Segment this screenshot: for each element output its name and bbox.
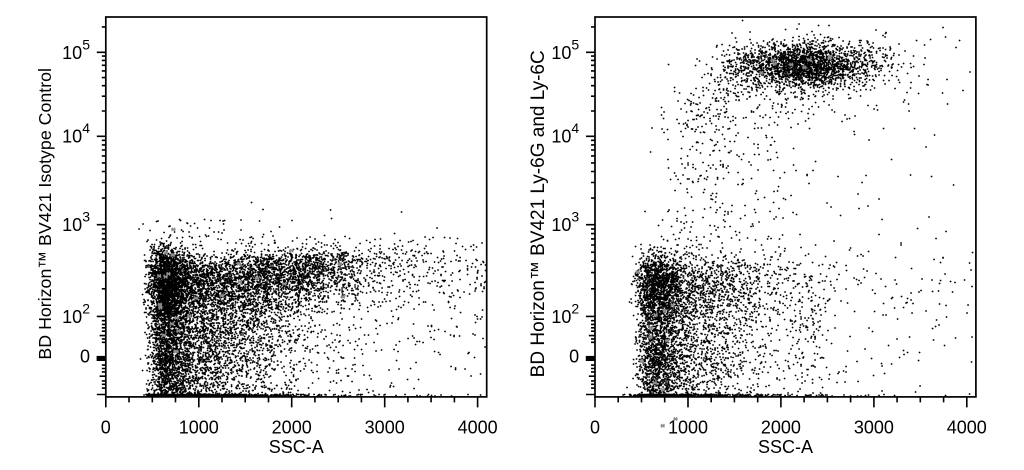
svg-text:1000: 1000 bbox=[668, 418, 708, 438]
svg-text:0: 0 bbox=[569, 346, 579, 366]
svg-text:0: 0 bbox=[80, 346, 90, 366]
svg-text:4000: 4000 bbox=[458, 418, 498, 438]
svg-text:3000: 3000 bbox=[365, 418, 405, 438]
svg-text:SSC-A: SSC-A bbox=[758, 437, 813, 457]
svg-text:SSC-A: SSC-A bbox=[269, 437, 324, 457]
svg-text:4000: 4000 bbox=[947, 418, 987, 438]
svg-text:0: 0 bbox=[101, 418, 111, 438]
svg-text:2000: 2000 bbox=[272, 418, 312, 438]
svg-text:2000: 2000 bbox=[761, 418, 801, 438]
svg-text:BD Horizon™ BV421 Isotype Cont: BD Horizon™ BV421 Isotype Control bbox=[35, 68, 55, 360]
svg-text:BD Horizon™ BV421 Ly-6G and Ly: BD Horizon™ BV421 Ly-6G and Ly-6C bbox=[528, 50, 549, 377]
svg-text:3000: 3000 bbox=[854, 418, 894, 438]
svg-text:1000: 1000 bbox=[179, 418, 219, 438]
svg-text:0: 0 bbox=[590, 418, 600, 438]
